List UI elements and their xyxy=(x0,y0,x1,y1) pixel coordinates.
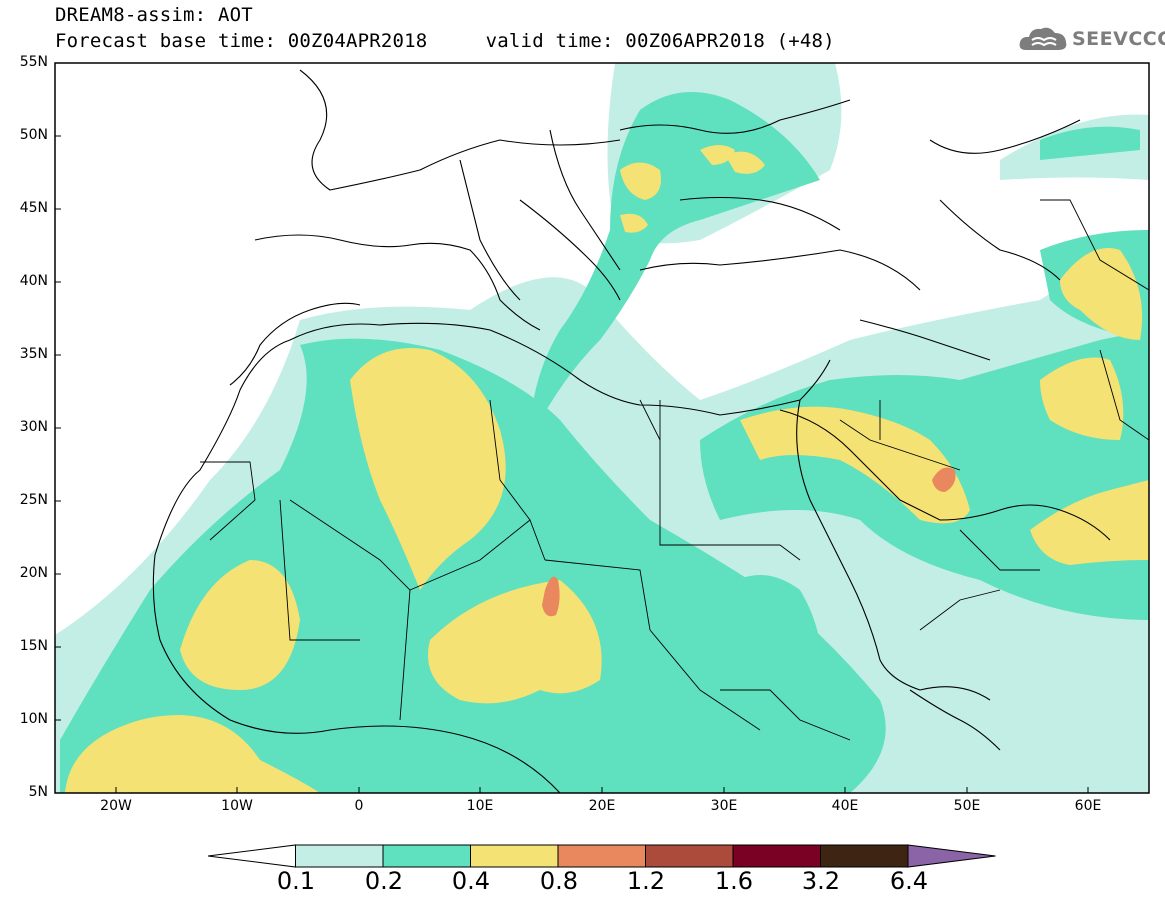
lon-label: 10W xyxy=(221,798,253,814)
lon-label: 10E xyxy=(466,798,494,814)
colorbar-cell xyxy=(295,844,384,868)
lat-label: 55N xyxy=(19,54,48,70)
forecast-times: Forecast base time: 00Z04APR2018 valid t… xyxy=(55,30,835,52)
colorbar-label: 0.4 xyxy=(451,867,491,895)
lat-label: 40N xyxy=(19,273,48,289)
colorbar-label: 0.8 xyxy=(539,867,579,895)
colorbar-cell xyxy=(557,844,646,868)
cloud-icon xyxy=(1019,27,1067,50)
lon-label: 20E xyxy=(588,798,616,814)
colorbar-label: 0.2 xyxy=(364,867,404,895)
colorbar-cell xyxy=(382,844,471,868)
aot-level-0-8 xyxy=(542,467,956,617)
colorbar-label: 0.1 xyxy=(276,867,316,895)
axis-ticks xyxy=(55,62,1089,793)
lat-label: 30N xyxy=(19,419,48,435)
lon-label: 30E xyxy=(710,798,738,814)
lat-label: 5N xyxy=(28,784,48,800)
lat-label: 10N xyxy=(19,711,48,727)
colorbar-cell xyxy=(732,844,821,868)
lat-label: 25N xyxy=(19,492,48,508)
colorbar-label: 6.4 xyxy=(889,867,929,895)
lat-label: 50N xyxy=(19,127,48,143)
aot-level-0-4 xyxy=(65,145,1149,793)
lat-label: 35N xyxy=(19,346,48,362)
colorbar-label: 1.2 xyxy=(626,867,666,895)
map-title: DREAM8-assim: AOT xyxy=(55,4,253,26)
lon-label: 60E xyxy=(1074,798,1102,814)
lon-label: 40E xyxy=(831,798,859,814)
colorbar-over-triangle xyxy=(907,844,996,868)
colorbar-cell xyxy=(645,844,734,868)
colorbar-cell xyxy=(820,844,909,868)
colorbar-label: 3.2 xyxy=(801,867,841,895)
logo-text: SEEVCCC xyxy=(1072,28,1165,50)
lat-label: 20N xyxy=(19,565,48,581)
lon-label: 50E xyxy=(953,798,981,814)
country-borders xyxy=(200,199,1149,741)
coastlines xyxy=(152,69,1111,793)
colorbar-cell xyxy=(470,844,559,868)
lat-label: 15N xyxy=(19,638,48,654)
colorbar-label: 1.6 xyxy=(714,867,754,895)
lat-label: 45N xyxy=(19,200,48,216)
colorbar-under-triangle xyxy=(207,844,296,868)
lon-label: 0 xyxy=(354,798,364,814)
lon-label: 20W xyxy=(100,798,132,814)
